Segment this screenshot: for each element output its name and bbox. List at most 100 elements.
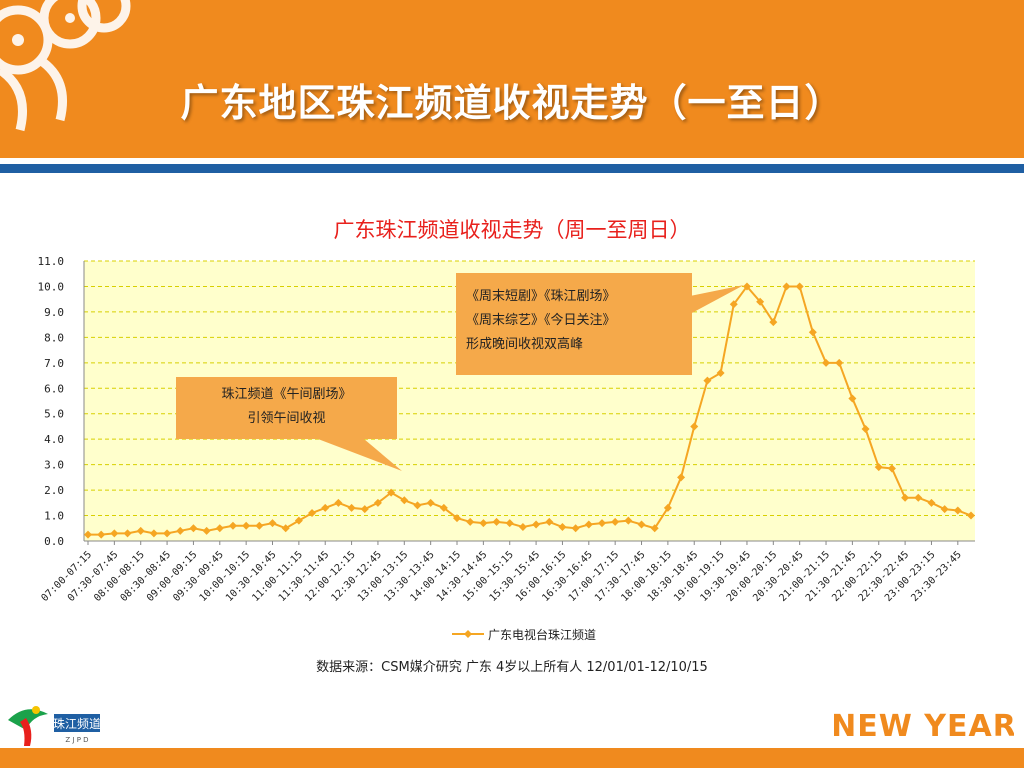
data-point — [387, 488, 396, 497]
logo-right-text: NEW YEAR — [834, 709, 1014, 744]
data-point — [940, 505, 949, 514]
data-point — [518, 523, 527, 531]
data-point — [650, 524, 659, 533]
data-point — [479, 519, 488, 528]
data-point — [347, 503, 356, 512]
y-tick-label: 7.0 — [44, 357, 64, 370]
data-point — [242, 521, 251, 530]
data-point — [228, 521, 237, 530]
data-point — [373, 498, 382, 507]
data-point — [901, 493, 910, 502]
data-point — [861, 425, 870, 433]
data-point — [110, 529, 119, 538]
data-point — [808, 328, 817, 337]
data-point — [795, 282, 804, 291]
y-tick-label: 0.0 — [44, 535, 64, 548]
header-divider-blue — [0, 164, 1024, 173]
y-tick-label: 5.0 — [44, 408, 64, 421]
callout-noon-pointer — [318, 439, 402, 471]
y-tick-label: 4.0 — [44, 433, 64, 446]
data-point — [334, 498, 343, 507]
data-point — [716, 369, 725, 377]
y-tick-label: 1.0 — [44, 510, 64, 523]
data-point — [163, 529, 172, 538]
y-tick-label: 11.0 — [38, 255, 65, 268]
data-point — [97, 530, 106, 539]
y-tick-label: 3.0 — [44, 459, 64, 472]
y-tick-label: 10.0 — [38, 280, 65, 293]
data-point — [914, 493, 923, 502]
data-point — [663, 503, 672, 512]
data-point — [360, 505, 369, 514]
data-point — [597, 519, 606, 528]
data-point — [255, 521, 264, 530]
data-point — [189, 524, 198, 533]
legend-marker — [464, 630, 472, 638]
footer-bar — [0, 748, 1024, 768]
data-point — [690, 422, 699, 431]
callout-evening-pointer — [690, 285, 744, 314]
data-point — [874, 463, 883, 472]
legend-label: 广东电视台珠江频道 — [488, 627, 596, 642]
data-point — [571, 524, 580, 533]
callout-evening-peak: 《周末短剧》《珠江剧场》 《周末综艺》《今日关注》 形成晚间收视双高峰 — [456, 273, 692, 375]
data-point — [215, 524, 224, 533]
data-point — [584, 520, 593, 529]
data-point — [887, 464, 896, 473]
data-point — [123, 529, 132, 538]
data-point — [729, 300, 738, 309]
data-point — [84, 530, 92, 539]
y-tick-label: 8.0 — [44, 331, 64, 344]
data-point — [677, 473, 686, 482]
flower-decoration-icon — [0, 0, 131, 132]
callout-noon-line-2: 引领午间收视 — [247, 411, 326, 426]
data-point — [611, 517, 620, 526]
data-point — [545, 517, 554, 526]
header-banner: 广东地区珠江频道收视走势（一至日） — [0, 0, 1024, 158]
zhujiang-channel-logo: 珠江频道 Z J P D — [8, 706, 101, 746]
data-point — [136, 526, 145, 535]
data-point — [492, 517, 501, 526]
data-point — [294, 516, 303, 525]
data-point — [782, 282, 791, 291]
data-point — [769, 318, 778, 327]
data-point — [953, 506, 962, 515]
y-tick-label: 9.0 — [44, 306, 64, 319]
data-point — [466, 517, 475, 526]
callout-noon-drama: 珠江频道《午间剧场》 引领午间收视 — [176, 377, 397, 439]
data-point — [532, 520, 541, 529]
y-tick-label: 6.0 — [44, 382, 64, 395]
data-point — [848, 394, 857, 403]
data-point — [624, 516, 633, 525]
y-tick-label: 2.0 — [44, 484, 64, 497]
data-point — [756, 297, 765, 306]
data-point — [268, 519, 277, 528]
callout-noon-line-1: 珠江频道《午间剧场》 — [221, 387, 352, 402]
callout-evening-line-1: 《周末短剧》《珠江剧场》 — [466, 289, 616, 304]
data-point — [413, 501, 422, 510]
data-point — [742, 282, 751, 291]
new-year-logo: NEW YEAR — [834, 709, 1014, 744]
logo-left-text: 珠江频道 — [53, 717, 101, 731]
header-divider-white — [0, 158, 1024, 164]
data-point — [637, 520, 646, 529]
data-point — [439, 503, 448, 512]
data-point — [176, 526, 185, 535]
data-point — [202, 526, 211, 535]
data-source-note: 数据来源：CSM媒介研究 广东 4岁以上所有人 12/01/01-12/10/1… — [316, 660, 708, 675]
chart-title: 广东珠江频道收视走势（周一至周日） — [333, 218, 691, 242]
data-point — [453, 514, 462, 523]
data-point — [426, 498, 435, 507]
data-point — [308, 509, 317, 517]
data-point — [835, 358, 844, 367]
data-point — [822, 358, 831, 367]
data-point — [321, 503, 330, 512]
data-point — [703, 376, 712, 385]
callout-evening-line-2: 《周末综艺》《今日关注》 — [466, 313, 616, 328]
data-point — [149, 529, 158, 538]
page-title: 广东地区珠江频道收视走势（一至日） — [180, 81, 844, 125]
data-point — [281, 524, 290, 533]
callout-evening-line-3: 形成晚间收视双高峰 — [466, 337, 584, 352]
logo-left-subtext: Z J P D — [65, 736, 88, 744]
data-point — [558, 523, 567, 531]
